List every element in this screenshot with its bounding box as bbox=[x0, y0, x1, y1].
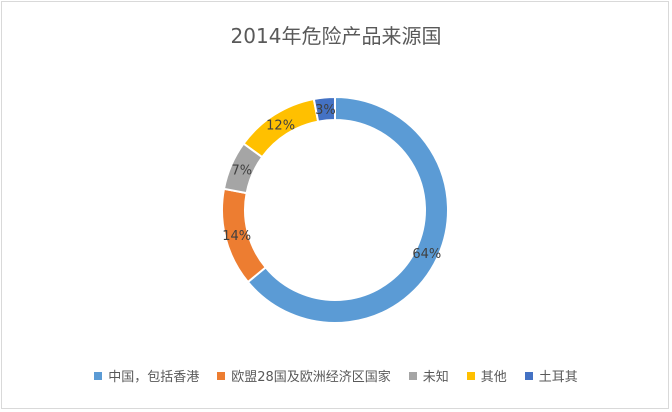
legend-label: 土耳其 bbox=[538, 370, 578, 385]
legend-item: 欧盟28国及欧洲经济区国家 bbox=[217, 366, 391, 385]
legend-label: 其他 bbox=[480, 370, 507, 385]
legend-label: 中国，包括香港 bbox=[108, 370, 200, 385]
legend-swatch bbox=[524, 371, 533, 380]
data-label: 64% bbox=[412, 247, 441, 262]
legend-item: 未知 bbox=[408, 366, 449, 385]
legend-item: 土耳其 bbox=[524, 366, 578, 385]
legend-swatch bbox=[94, 371, 103, 380]
legend-item: 其他 bbox=[466, 366, 507, 385]
data-label: 7% bbox=[232, 164, 253, 179]
data-label: 14% bbox=[222, 229, 251, 244]
legend-label: 未知 bbox=[422, 370, 449, 385]
legend-item: 中国，包括香港 bbox=[94, 366, 199, 385]
legend-swatch bbox=[466, 371, 475, 380]
donut-slice bbox=[246, 95, 449, 324]
legend-swatch bbox=[217, 371, 226, 380]
chart-title: 2014年危险产品来源国 bbox=[230, 24, 442, 48]
data-label: 12% bbox=[266, 118, 295, 133]
legend-label: 欧盟28国及欧洲经济区国家 bbox=[231, 370, 391, 385]
legend: 中国，包括香港 欧盟28国及欧洲经济区国家 未知 其他 土耳其 bbox=[0, 366, 672, 385]
data-label: 3% bbox=[315, 103, 336, 118]
donut-slice bbox=[312, 95, 336, 123]
legend-swatch bbox=[408, 371, 417, 380]
